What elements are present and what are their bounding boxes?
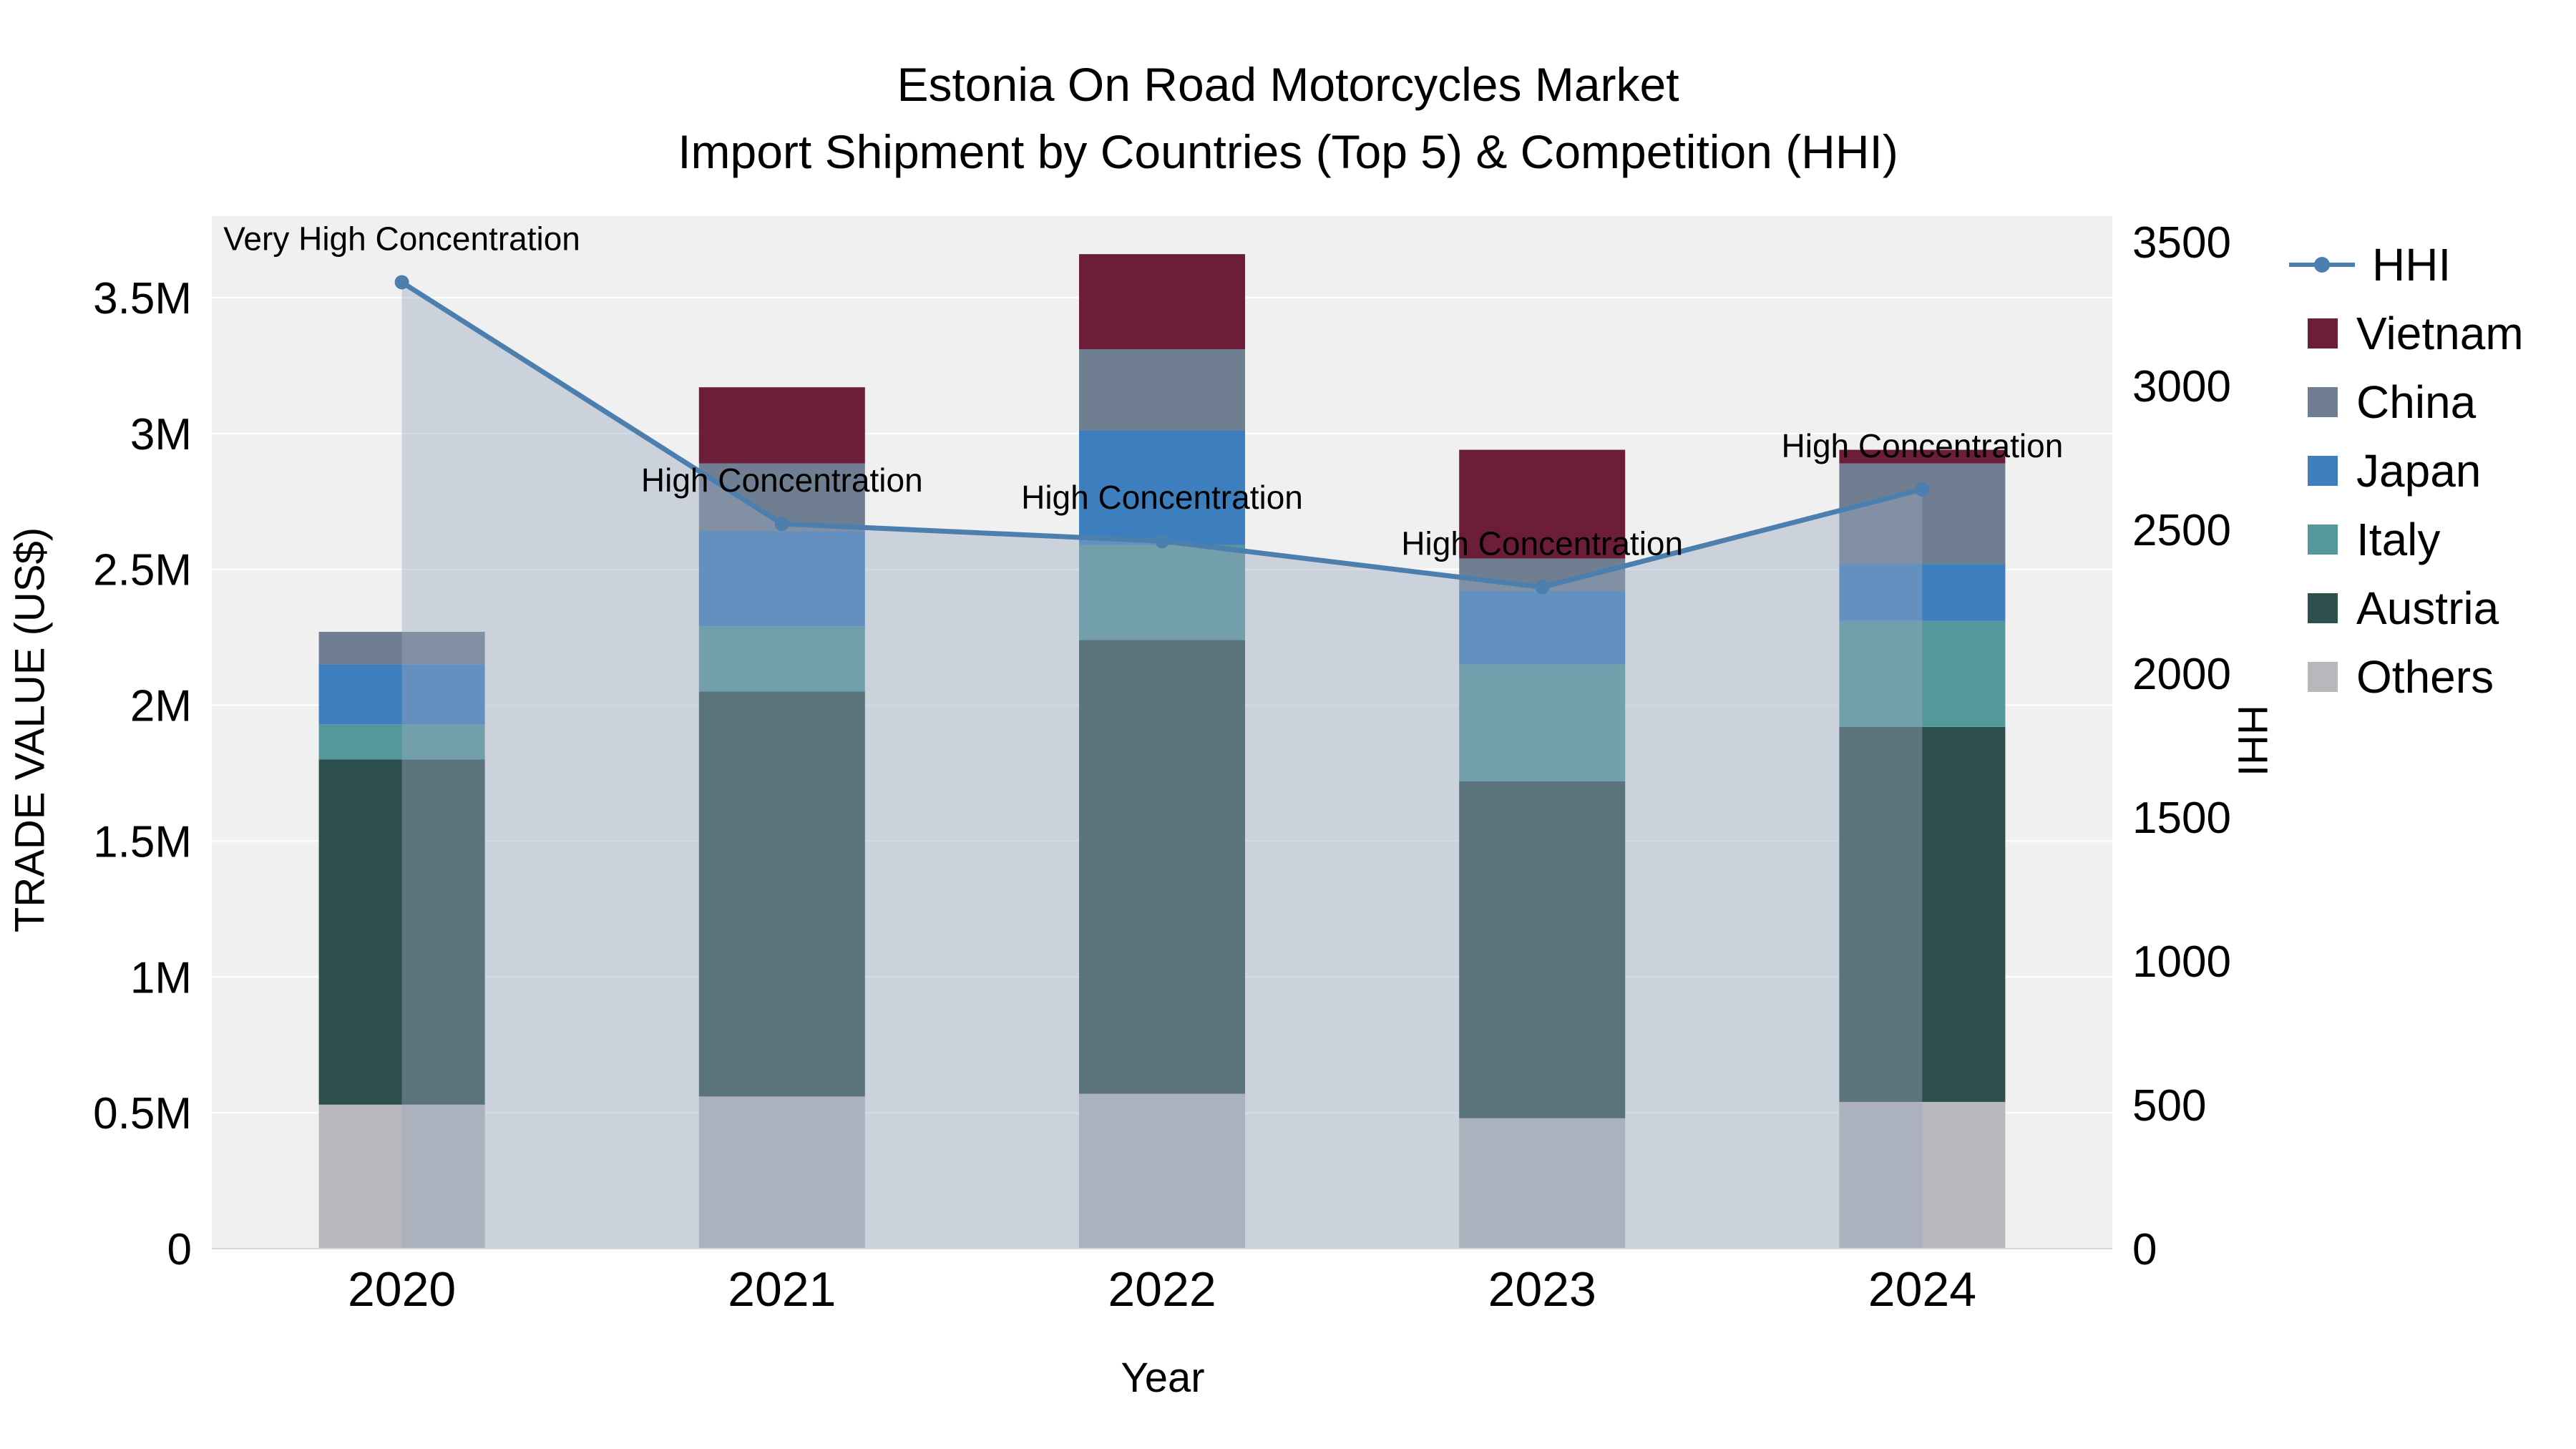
bar-segment-vietnam-2024 [1839,449,2006,464]
bar-segment-japan-2021 [698,531,865,627]
bar-segment-china-2020 [318,631,485,665]
bar-segment-japan-2022 [1079,430,1245,545]
legend-item-vietnam[interactable]: Vietnam [2308,299,2524,368]
left-axis-tick-3.5M: 3.5M [93,274,192,323]
x-axis-title: Year [1121,1355,1205,1401]
hhi-line-sample-icon [2289,257,2355,273]
legend-item-japan[interactable]: Japan [2308,436,2524,505]
bar-segment-italy-2022 [1079,545,1245,640]
legend-item-others[interactable]: Others [2308,643,2524,711]
hhi-point-2023 [1535,580,1550,595]
hhi-point-2021 [774,517,789,532]
legend-label: Others [2356,651,2494,703]
japan-color-swatch-icon [2308,456,2338,486]
bar-segment-austria-2023 [1459,781,1626,1118]
bar-segment-italy-2021 [698,626,865,692]
bar-segment-austria-2024 [1839,726,2006,1102]
left-axis-tick-0: 0 [167,1225,192,1274]
hhi-point-2024 [1915,482,1930,497]
china-color-swatch-icon [2308,387,2338,417]
right-axis-tick-2000: 2000 [2132,650,2231,699]
x-axis-tick-2022: 2022 [1108,1262,1216,1317]
legend-item-austria[interactable]: Austria [2308,574,2524,643]
legend-item-italy[interactable]: Italy [2308,505,2524,574]
bar-segment-japan-2024 [1839,564,2006,621]
bar-segment-china-2022 [1079,349,1245,431]
legend-label: Japan [2356,445,2482,497]
x-axis-tick-2024: 2024 [1868,1262,1976,1317]
left-axis-tick-1.5M: 1.5M [93,817,192,867]
legend-label: HHI [2372,239,2451,291]
annotation-2023: High Concentration [1401,525,1683,562]
right-axis-tick-3000: 3000 [2132,362,2231,411]
bar-segment-austria-2021 [698,691,865,1097]
right-axis-tick-1500: 1500 [2132,794,2231,843]
vietnam-color-swatch-icon [2308,318,2338,348]
legend-label: Vietnam [2356,308,2524,359]
bar-segment-italy-2020 [318,724,485,760]
bar-segment-austria-2020 [318,759,485,1105]
hhi-point-2022 [1155,534,1169,549]
right-axis-tick-2500: 2500 [2132,506,2231,555]
bar-segment-others-2021 [698,1096,865,1249]
left-axis-tick-2M: 2M [130,682,192,731]
chart-subtitle: Import Shipment by Countries (Top 5) & C… [678,125,1898,178]
x-axis-tick-2023: 2023 [1488,1262,1596,1317]
bar-segment-vietnam-2021 [698,387,865,464]
bar-segment-italy-2023 [1459,664,1626,781]
annotation-2021: High Concentration [641,462,923,499]
annotation-2024: High Concentration [1782,427,2064,464]
bar-segment-japan-2023 [1459,591,1626,665]
italy-color-swatch-icon [2308,525,2338,555]
bar-segment-others-2020 [318,1104,485,1249]
left-axis-tick-0.5M: 0.5M [93,1089,192,1138]
legend: HHI Vietnam China Japan Italy Austria Others [2289,230,2524,711]
legend-label: Austria [2356,582,2499,634]
bar-segment-others-2024 [1839,1101,2006,1249]
annotation-2020: Very High Concentration [223,220,580,257]
legend-item-china[interactable]: China [2308,368,2524,436]
bar-segment-china-2024 [1839,463,2006,565]
chart-title: Estonia On Road Motorcycles Market [897,58,1679,111]
bar-segment-japan-2020 [318,664,485,725]
bar-segment-others-2022 [1079,1093,1245,1249]
bar-segment-others-2023 [1459,1118,1626,1249]
others-color-swatch-icon [2308,662,2338,692]
x-axis-tick-2020: 2020 [348,1262,456,1317]
annotation-2022: High Concentration [1021,479,1303,516]
legend-item-hhi[interactable]: HHI [2289,230,2524,299]
legend-label: Italy [2356,514,2441,565]
x-axis-tick-2021: 2021 [728,1262,836,1317]
left-axis-tick-3M: 3M [130,410,192,459]
bars [318,254,2006,1249]
left-axis-tick-1M: 1M [130,953,192,1002]
austria-color-swatch-icon [2308,593,2338,623]
bar-segment-italy-2024 [1839,620,2006,727]
bar-segment-vietnam-2023 [1459,449,1626,559]
bar-segment-vietnam-2022 [1079,254,1245,350]
right-axis-tick-1000: 1000 [2132,937,2231,987]
left-axis-tick-2.5M: 2.5M [93,546,192,595]
bar-segment-austria-2022 [1079,640,1245,1094]
legend-label: China [2356,376,2477,428]
right-axis-tick-0: 0 [2132,1225,2157,1274]
hhi-point-2020 [394,275,409,290]
right-axis-tick-500: 500 [2132,1081,2206,1131]
right-axis-tick-3500: 3500 [2132,218,2231,268]
